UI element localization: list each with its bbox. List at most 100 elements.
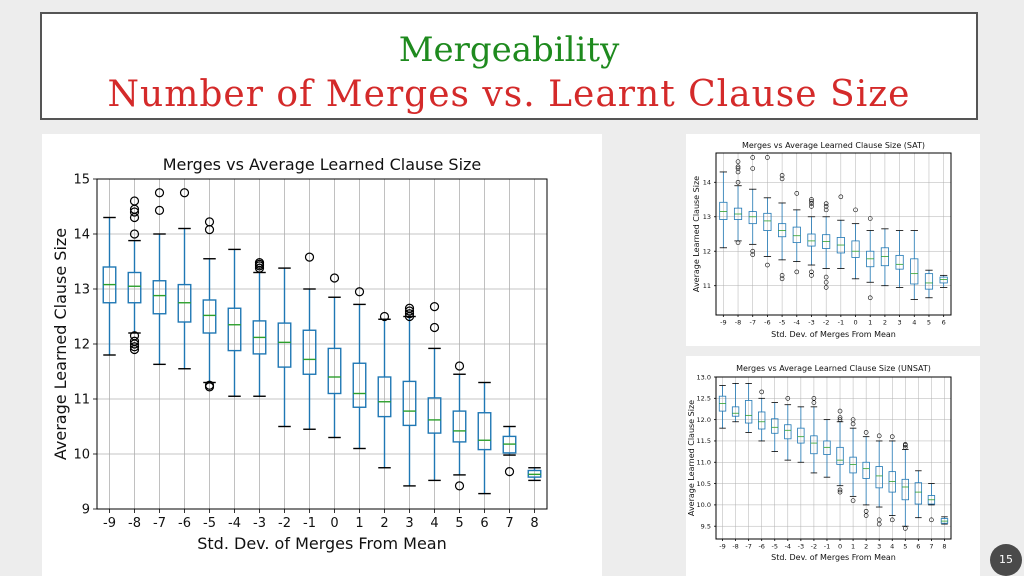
box-6 [477, 381, 492, 495]
x-tick-label: 0 [330, 516, 338, 531]
box--5 [202, 217, 217, 392]
iqr-box [771, 418, 779, 434]
x-tick-label: 2 [380, 516, 388, 531]
slide-title: Mergeability [398, 30, 620, 70]
outlier-point [809, 197, 814, 202]
iqr-box [152, 280, 167, 315]
y-axis-label: Average Learned Clause Size [692, 176, 701, 292]
outlier-point [765, 155, 770, 160]
y-tick-label: 10.0 [697, 501, 711, 509]
x-tick-label: -7 [745, 543, 751, 551]
box-8 [940, 516, 949, 525]
x-tick-label: -1 [303, 516, 316, 531]
iqr-box [888, 471, 896, 493]
y-tick-label: 14 [703, 179, 711, 187]
iqr-box [427, 397, 442, 434]
outlier-point [129, 339, 140, 349]
box--2 [810, 396, 818, 474]
x-tick-label: -8 [735, 319, 741, 327]
x-tick-label: 0 [838, 543, 842, 551]
outlier-point [129, 344, 140, 355]
outlier-point [876, 433, 882, 439]
x-tick-label: -9 [719, 543, 725, 551]
y-tick-label: 11 [73, 393, 90, 408]
iqr-box [901, 478, 909, 501]
y-tick-label: 13 [703, 213, 711, 221]
outlier-point [304, 252, 315, 262]
iqr-box [895, 254, 904, 270]
y-tick-label: 12.0 [697, 416, 711, 424]
outlier-point [759, 389, 764, 395]
box--3 [252, 258, 267, 397]
y-axis-label: Average Learned Clause Size [687, 400, 696, 516]
unsat-boxplot-chart: 9.510.010.511.011.512.012.513.0-9 -8 -7 -6-… [687, 364, 952, 562]
iqr-box [748, 211, 757, 225]
x-axis-label: Std. Dev. of Merges From Mean [771, 330, 896, 339]
iqr-box [784, 424, 792, 440]
x-tick-label: 2 [864, 543, 868, 551]
box--3 [807, 197, 816, 278]
x-tick-label: -2 [823, 319, 829, 327]
y-tick-label: 14 [73, 228, 90, 243]
x-tick-label: -4 [785, 543, 791, 551]
outlier-point [429, 322, 440, 333]
outlier-point [823, 274, 829, 280]
iqr-box [807, 233, 816, 247]
x-tick-label: -1 [824, 543, 830, 551]
box-5 [452, 361, 467, 491]
x-tick-label: 7 [929, 543, 933, 551]
chart-title: Merges vs Average Learned Clause Size (S… [742, 141, 925, 150]
outlier-point [903, 445, 908, 450]
box-5 [901, 442, 909, 531]
x-tick-label: -3 [808, 319, 814, 327]
x-tick-label: 6 [480, 516, 488, 531]
x-tick-label: 4 [890, 543, 894, 551]
iqr-box [849, 456, 857, 474]
outlier-point [454, 481, 465, 491]
outlier-point [154, 205, 165, 215]
iqr-box [352, 362, 367, 408]
box-3 [402, 303, 417, 487]
outlier-point [863, 430, 869, 435]
box--1 [823, 419, 831, 478]
outlier-point [329, 273, 340, 283]
x-tick-label: -3 [253, 516, 266, 531]
outlier-point [823, 201, 829, 206]
outlier-point [735, 179, 741, 185]
outlier-point [838, 194, 844, 200]
outlier-point [735, 240, 741, 245]
box-5 [924, 269, 934, 299]
box-3 [895, 230, 904, 288]
box-0 [851, 207, 860, 280]
x-tick-label: -4 [228, 516, 241, 531]
x-tick-label: 1 [355, 516, 363, 531]
outlier-point [809, 273, 814, 278]
sat-chart-panel: 11 12 13 14 -9 -8 -7 -6 -5 -4 -3 -2 -1 0 1 2 3 4 5 6 Merges … [686, 134, 980, 346]
y-tick-label: 10 [73, 448, 90, 463]
x-tick-label: 2 [883, 319, 887, 327]
box-1 [866, 216, 875, 301]
unsat-chart-panel: 9.5 10.0 10.5 11.0 11.5 12.0 12.5 13.0 -9 -8 -7 -6-… [686, 356, 980, 576]
y-tick-label: 13 [73, 283, 90, 298]
x-tick-label: 0 [853, 319, 857, 327]
box-0 [327, 273, 342, 439]
y-tick-label: 11.5 [697, 437, 711, 445]
outlier-point [809, 198, 814, 204]
box--6 [763, 155, 772, 268]
outlier-point [779, 273, 785, 278]
outlier-point [129, 196, 140, 206]
x-tick-label: 1 [851, 543, 855, 551]
iqr-box [924, 273, 934, 290]
outlier-point [129, 229, 140, 239]
y-axis-label: Average Learned Clause Size [51, 228, 70, 460]
outlier-point [154, 188, 165, 198]
slide-subtitle: Number of Merges vs. Learnt Clause Size [107, 74, 911, 115]
outlier-point [354, 287, 365, 297]
x-tick-label: -7 [153, 516, 166, 531]
box--8 [731, 382, 740, 423]
box--4 [784, 396, 792, 461]
outlier-point [404, 306, 415, 316]
y-tick-label: 11.0 [697, 459, 711, 467]
outlier-point [404, 303, 415, 313]
x-tick-label: -6 [764, 319, 770, 327]
